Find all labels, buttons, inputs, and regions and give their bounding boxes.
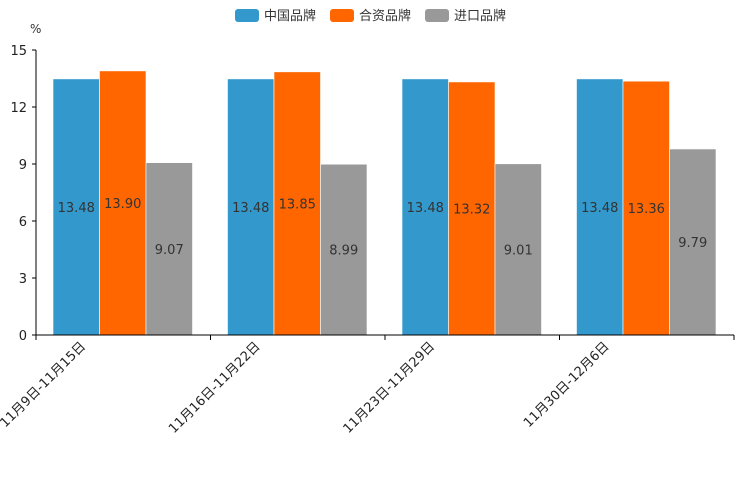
x-category-label: 11月16日-11月22日 (166, 339, 263, 436)
bar (99, 70, 147, 336)
bar (273, 71, 321, 336)
bar-value-label: 9.79 (678, 236, 707, 251)
y-axis-unit-label: % (30, 22, 41, 36)
x-category-label: 11月9日-11月15日 (0, 339, 89, 431)
y-tick-label: 9 (19, 158, 27, 173)
y-axis: 0 3 6 9 12 15 (10, 44, 37, 344)
x-category-label: 11月23日-11月29日 (341, 339, 438, 436)
y-tick-label: 15 (10, 44, 27, 59)
bar (145, 162, 193, 336)
bar-value-label: 13.48 (407, 201, 444, 216)
bar-value-label: 13.85 (279, 197, 316, 212)
bar (227, 78, 275, 336)
bar-value-label: 9.07 (155, 243, 184, 258)
legend-label: 中国品牌 (264, 8, 316, 24)
bar-value-label: 13.90 (104, 197, 141, 212)
y-tick-label: 0 (19, 329, 27, 344)
legend-swatch (235, 9, 259, 22)
bar-value-label: 13.48 (58, 201, 95, 216)
legend-item: 中国品牌 (235, 8, 316, 24)
bar-value-label: 13.32 (453, 202, 490, 217)
bar (320, 163, 368, 336)
bars: 13.48 13.90 9.07 13.48 13.85 8.99 13.48 13.32 9.… (52, 70, 717, 336)
bar (401, 78, 449, 336)
bar (494, 163, 542, 336)
bar (448, 81, 496, 336)
bar (576, 78, 624, 336)
y-tick-label: 6 (19, 215, 27, 230)
legend-item: 进口品牌 (425, 8, 506, 24)
legend-label: 合资品牌 (359, 8, 411, 24)
legend: 中国品牌 合资品牌 进口品牌 (235, 8, 506, 24)
bar-value-label: 8.99 (329, 244, 358, 259)
bar-value-label: 13.48 (232, 201, 269, 216)
bar-value-label: 13.36 (628, 202, 665, 217)
bar (622, 80, 670, 336)
y-tick-label: 3 (19, 272, 27, 287)
legend-swatch (330, 9, 354, 22)
x-axis: 11月9日-11月15日 11月16日-11月22日 11月23日-11月29日 11… (0, 334, 735, 437)
bar-value-label: 13.48 (581, 201, 618, 216)
legend-label: 进口品牌 (454, 8, 506, 24)
bar (669, 148, 717, 336)
y-tick-label: 12 (10, 101, 27, 116)
legend-item: 合资品牌 (330, 8, 411, 24)
legend-swatch (425, 9, 449, 22)
x-category-label: 11月30日-12月6日 (521, 339, 613, 431)
bar-value-label: 9.01 (504, 243, 533, 258)
